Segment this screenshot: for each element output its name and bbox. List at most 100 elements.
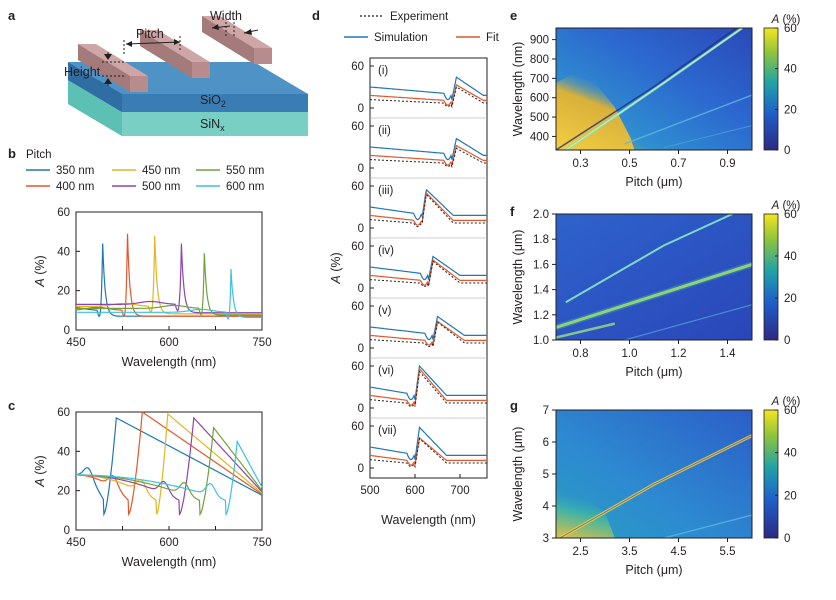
panel-label-c: c xyxy=(8,398,15,413)
colorbar-tick-label: 60 xyxy=(784,209,797,221)
x-tick-label: 0.9 xyxy=(720,158,736,170)
x-tick-label: 750 xyxy=(252,337,271,349)
y-tick-label: 4 xyxy=(543,501,550,513)
y-axis-label: A (%) xyxy=(33,255,47,287)
y-tick-label: 6 xyxy=(543,437,549,449)
heatmap-g: 2.5 3.5 4.5 5.5 3 4 5 6 7 Pitch (μm) Wavelength (μ… xyxy=(511,396,801,577)
fit-line xyxy=(369,320,487,346)
series-line xyxy=(76,253,262,316)
x-tick-label: 0.7 xyxy=(671,158,687,170)
width-label: Width xyxy=(210,9,242,23)
y-tick-label: 600 xyxy=(530,93,549,105)
y-tick-label: 60 xyxy=(351,241,364,253)
colorbar xyxy=(763,27,779,151)
x-axis-label: Wavelength (nm) xyxy=(122,355,217,369)
y-tick-label: 0 xyxy=(358,343,364,355)
y-axis-label: Wavelength (nm) xyxy=(511,42,525,137)
colorbar-label: A (%) xyxy=(771,200,801,212)
subplot-label: (iii) xyxy=(378,185,393,197)
fit-line xyxy=(369,144,487,166)
x-tick-label: 500 xyxy=(360,485,379,497)
legend-entry: 600 nm xyxy=(226,181,264,193)
plot-frame xyxy=(555,27,753,151)
series-line xyxy=(76,243,262,314)
y-tick-label: 40 xyxy=(57,246,70,258)
y-tick-label: 20 xyxy=(57,286,70,298)
x-tick-label: 450 xyxy=(66,337,85,349)
plot-b: 450 600 750 0 20 40 60 Wavelength (nm) A (%) xyxy=(33,207,272,369)
y-axis-label: A (%) xyxy=(329,252,343,284)
heatmap-field xyxy=(556,410,752,538)
y-tick-label: 5 xyxy=(543,469,549,481)
panel-label-d: d xyxy=(312,8,320,23)
x-tick-label: 600 xyxy=(405,485,424,497)
fit-line xyxy=(369,192,487,226)
x-axis-label: Pitch (μm) xyxy=(625,175,682,189)
y-axis-label: Wavelength (μm) xyxy=(511,230,525,325)
x-tick-label: 1.0 xyxy=(622,348,638,360)
legend-entry: 400 nm xyxy=(56,181,94,193)
x-tick-label: 750 xyxy=(252,537,271,549)
x-tick-label: 1.4 xyxy=(720,348,737,360)
y-tick-label: 2.0 xyxy=(533,209,549,221)
fit-line xyxy=(369,436,487,466)
legend-d: Experiment Simulation Fit xyxy=(344,11,500,44)
x-tick-label: 2.5 xyxy=(573,546,589,558)
lower-band xyxy=(624,304,752,340)
legend-entry: 500 nm xyxy=(142,181,180,193)
colorbar-tick-label: 40 xyxy=(784,448,797,460)
colorbar-label: A (%) xyxy=(771,14,801,26)
legend-title: Pitch xyxy=(26,149,52,161)
resonance-band xyxy=(556,261,752,331)
x-axis-label: Pitch (μm) xyxy=(625,365,682,379)
y-tick-label: 0 xyxy=(358,103,364,115)
subplot-label: (vii) xyxy=(378,425,397,437)
y-tick-label: 3 xyxy=(543,533,549,545)
x-tick-label: 0.8 xyxy=(573,348,589,360)
colorbar-tick-label: 20 xyxy=(784,293,797,305)
colorbar-tick-label: 40 xyxy=(784,64,797,76)
x-tick-label: 4.5 xyxy=(671,546,687,558)
series-line xyxy=(76,412,263,515)
y-tick-label: 0 xyxy=(358,463,364,475)
panel-label-f: f xyxy=(510,204,515,219)
x-tick-label: 5.5 xyxy=(720,546,736,558)
experiment-line xyxy=(369,437,487,469)
second-order-band xyxy=(624,94,752,145)
resonance-band xyxy=(556,262,752,329)
colorbar-tick-label: 0 xyxy=(784,145,790,157)
subplot-label: (vi) xyxy=(378,365,394,377)
panel-label-g: g xyxy=(510,398,518,413)
colorbar-tick-label: 40 xyxy=(784,251,797,263)
y-tick-label: 1.2 xyxy=(533,310,549,322)
heatmap-background xyxy=(556,214,752,340)
subplot-label: (ii) xyxy=(378,125,391,137)
resonance-band xyxy=(565,214,733,304)
x-tick-label: 0.5 xyxy=(622,158,638,170)
series-line xyxy=(76,411,263,517)
x-tick-label: 600 xyxy=(159,337,178,349)
y-tick-label: 7 xyxy=(543,405,549,417)
high-absorption-region xyxy=(556,489,615,538)
fit-line xyxy=(369,83,487,106)
ridge xyxy=(78,44,148,92)
y-axis-label: A (%) xyxy=(33,455,47,487)
y-tick-label: 0 xyxy=(64,525,70,537)
experiment-line xyxy=(369,321,487,349)
y-tick-label: 700 xyxy=(530,73,549,85)
y-tick-label: 1.4 xyxy=(533,285,550,297)
experiment-line xyxy=(370,147,487,169)
pitch-label: Pitch xyxy=(136,27,164,41)
plot-c: 450 600 750 0 20 40 60 Wavelength (nm) A (%) xyxy=(33,407,272,569)
y-tick-label: 40 xyxy=(57,446,70,458)
fit-label: Fit xyxy=(486,32,500,44)
colorbar-tick-label: 0 xyxy=(784,533,790,545)
y-tick-label: 0 xyxy=(358,163,364,175)
x-tick-label: 700 xyxy=(450,485,469,497)
fit-line xyxy=(369,258,487,286)
simulation-line xyxy=(369,188,487,221)
colorbar-label: A (%) xyxy=(771,396,801,408)
simulation-line xyxy=(369,315,487,341)
x-tick-label: 3.5 xyxy=(622,546,638,558)
